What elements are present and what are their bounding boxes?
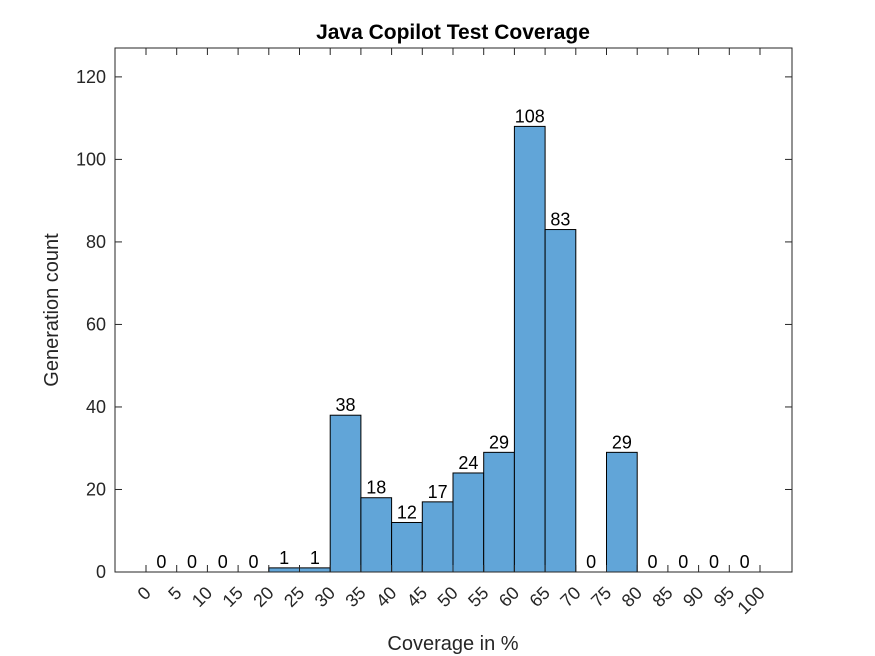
data-label-65: 83 xyxy=(550,210,570,230)
data-label-35: 18 xyxy=(366,478,386,498)
data-label-15: 0 xyxy=(248,552,258,572)
y-tick-label-100: 100 xyxy=(76,149,106,169)
bar-65 xyxy=(544,229,577,573)
data-label-70: 0 xyxy=(586,552,596,572)
data-label-5: 0 xyxy=(187,552,197,572)
data-label-25: 1 xyxy=(310,548,320,568)
data-label-10: 0 xyxy=(218,552,228,572)
data-label-85: 0 xyxy=(678,552,688,572)
y-tick-label-120: 120 xyxy=(76,67,106,87)
y-tick-label-40: 40 xyxy=(86,397,106,417)
bar-75 xyxy=(606,451,638,573)
x-axis-label: Coverage in % xyxy=(387,633,518,655)
x-tick-label-20: 20 xyxy=(249,583,277,611)
bar-30 xyxy=(329,414,362,573)
data-label-60: 108 xyxy=(515,106,545,126)
chart-title: Java Copilot Test Coverage xyxy=(316,21,590,44)
x-tick-label-30: 30 xyxy=(311,583,339,611)
x-tick-label-50: 50 xyxy=(434,583,462,611)
x-tick-label-0: 0 xyxy=(134,583,155,604)
x-tick-label-55: 55 xyxy=(464,583,492,611)
x-tick-label-85: 85 xyxy=(648,583,676,611)
x-tick-label-5: 5 xyxy=(164,583,185,604)
x-tick-label-65: 65 xyxy=(526,583,554,611)
bar-50 xyxy=(452,472,485,573)
x-tick-label-25: 25 xyxy=(280,583,308,611)
data-label-0: 0 xyxy=(156,552,166,572)
x-tick-label-60: 60 xyxy=(495,583,523,611)
bar-20 xyxy=(268,567,300,573)
x-tick-label-70: 70 xyxy=(556,583,584,611)
data-label-50: 24 xyxy=(458,453,478,473)
x-tick-label-100: 100 xyxy=(733,583,768,618)
x-tick-label-90: 90 xyxy=(679,583,707,611)
data-label-55: 29 xyxy=(489,432,509,452)
bar-60 xyxy=(513,125,546,573)
bar-35 xyxy=(360,497,393,573)
x-tick-label-35: 35 xyxy=(341,583,369,611)
data-label-30: 38 xyxy=(336,395,356,415)
data-label-45: 17 xyxy=(428,482,448,502)
y-tick-label-0: 0 xyxy=(96,562,106,582)
y-tick-label-60: 60 xyxy=(86,314,106,334)
x-tick-label-40: 40 xyxy=(372,583,400,611)
y-tick-label-80: 80 xyxy=(86,232,106,252)
x-tick-label-10: 10 xyxy=(188,583,216,611)
data-label-80: 0 xyxy=(648,552,658,572)
bar-40 xyxy=(391,521,423,573)
data-label-20: 1 xyxy=(279,548,289,568)
bars-group xyxy=(268,125,638,573)
bar-25 xyxy=(299,567,331,573)
bar-45 xyxy=(421,501,454,573)
x-tick-label-75: 75 xyxy=(587,583,615,611)
data-label-40: 12 xyxy=(397,502,417,522)
y-axis-label: Generation count xyxy=(41,233,63,387)
x-tick-label-80: 80 xyxy=(618,583,646,611)
bar-55 xyxy=(483,451,515,573)
x-tick-label-15: 15 xyxy=(219,583,247,611)
data-label-75: 29 xyxy=(612,432,632,452)
data-label-95: 0 xyxy=(740,552,750,572)
x-tick-label-45: 45 xyxy=(403,583,431,611)
x-tick-label-95: 95 xyxy=(710,583,738,611)
data-label-90: 0 xyxy=(709,552,719,572)
y-tick-label-20: 20 xyxy=(86,479,106,499)
